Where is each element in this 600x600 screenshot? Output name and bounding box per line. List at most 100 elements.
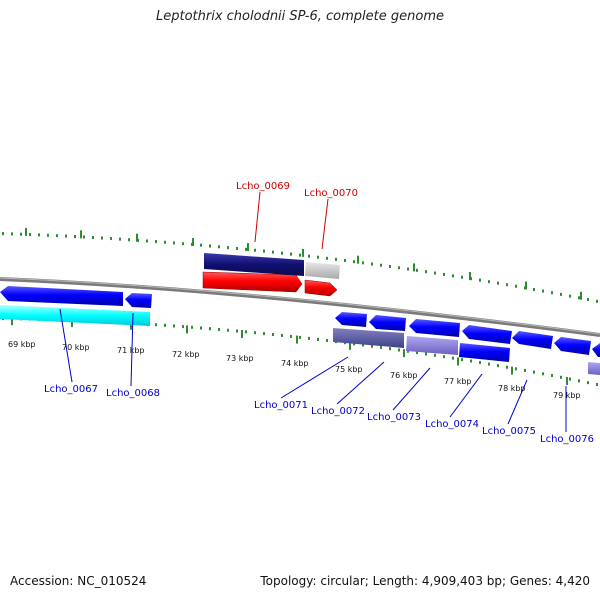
gene-lcho-0068-cds[interactable] xyxy=(125,293,152,308)
major-tick xyxy=(302,248,304,257)
minor-tick xyxy=(29,233,31,237)
minor-tick xyxy=(119,237,121,241)
gene-partial-cog[interactable] xyxy=(588,362,600,375)
gene-lcho-0070-cog[interactable] xyxy=(305,262,340,279)
label-leaders xyxy=(59,191,567,432)
gene-lcho-0073-cds[interactable] xyxy=(409,319,460,337)
major-tick xyxy=(25,227,27,236)
gene-lcho-0069-cds[interactable] xyxy=(202,271,303,293)
gene-lcho-0074-cog[interactable] xyxy=(459,343,510,362)
minor-tick xyxy=(596,299,598,303)
forward-cog-track xyxy=(204,253,340,279)
gene-label-lcho-0073[interactable]: Lcho_0073 xyxy=(367,412,421,423)
gene-label-lcho-0076[interactable]: Lcho_0076 xyxy=(540,434,594,445)
minor-tick xyxy=(209,244,211,248)
minor-tick xyxy=(380,263,382,267)
minor-tick xyxy=(488,280,490,284)
minor-tick xyxy=(380,345,382,349)
genome-backbone-highlight xyxy=(0,277,600,335)
gene-lcho-0067-cog[interactable] xyxy=(0,305,150,326)
gene-label-lcho-0071[interactable]: Lcho_0071 xyxy=(254,400,308,411)
minor-tick xyxy=(38,233,40,237)
major-tick xyxy=(71,318,73,327)
minor-tick xyxy=(560,292,562,296)
minor-tick xyxy=(263,332,265,336)
minor-tick xyxy=(308,254,310,258)
minor-tick xyxy=(398,266,400,270)
minor-tick xyxy=(479,278,481,282)
gene-label-lcho-0074[interactable]: Lcho_0074 xyxy=(425,419,479,430)
minor-tick xyxy=(290,334,292,338)
minor-tick xyxy=(488,362,490,366)
minor-tick xyxy=(506,365,508,369)
major-tick xyxy=(566,376,568,385)
gene-label-lcho-0067[interactable]: Lcho_0067 xyxy=(44,384,98,395)
minor-tick xyxy=(362,261,364,265)
minor-tick xyxy=(560,375,562,379)
minor-tick xyxy=(371,262,373,266)
minor-tick xyxy=(245,247,247,251)
minor-tick xyxy=(146,239,148,243)
major-tick xyxy=(136,233,138,242)
minor-tick xyxy=(92,236,94,240)
minor-tick xyxy=(587,298,589,302)
gene-lcho-0073-cog[interactable] xyxy=(406,336,458,355)
kbp-label-79: 79 kbp xyxy=(553,391,581,400)
gene-partial-cds[interactable] xyxy=(592,343,600,357)
gene-lcho-0074-cds[interactable] xyxy=(462,325,512,344)
minor-tick xyxy=(110,237,112,241)
gene-lcho-0075-cds[interactable] xyxy=(512,331,553,349)
gene-label-lcho-0070[interactable]: Lcho_0070 xyxy=(304,188,358,199)
minor-tick xyxy=(308,336,310,340)
gene-label-lcho-0068[interactable]: Lcho_0068 xyxy=(106,388,160,399)
minor-tick xyxy=(272,250,274,254)
minor-tick xyxy=(56,234,58,238)
minor-tick xyxy=(551,374,553,378)
minor-tick xyxy=(182,325,184,329)
forward-cds-track xyxy=(202,271,338,297)
minor-tick xyxy=(551,291,553,295)
gene-lcho-0076-cds[interactable] xyxy=(554,337,591,355)
gene-lcho-0072-cds[interactable] xyxy=(369,315,406,331)
genome-title: Leptothrix cholodnii SP-6, complete geno… xyxy=(156,9,444,24)
minor-tick xyxy=(335,257,337,261)
minor-tick xyxy=(452,274,454,278)
minor-tick xyxy=(416,268,418,272)
gene-label-lcho-0072[interactable]: Lcho_0072 xyxy=(311,406,365,417)
minor-tick xyxy=(20,232,22,236)
reverse-cds-track-left xyxy=(0,286,152,326)
minor-tick xyxy=(164,240,166,244)
minor-tick xyxy=(209,327,211,331)
major-tick xyxy=(580,291,582,300)
minor-tick xyxy=(101,236,103,240)
minor-tick xyxy=(128,238,130,242)
gene-lcho-0067-cds[interactable] xyxy=(0,286,123,306)
minor-tick xyxy=(425,270,427,274)
minor-tick xyxy=(281,251,283,255)
minor-tick xyxy=(317,337,319,341)
gene-lcho-0071-cds[interactable] xyxy=(335,312,367,327)
minor-tick xyxy=(254,248,256,252)
minor-tick xyxy=(164,323,166,327)
gene-label-lcho-0075[interactable]: Lcho_0075 xyxy=(482,426,536,437)
gene-lcho-0071-cog[interactable] xyxy=(333,328,404,348)
minor-tick xyxy=(263,249,265,253)
gene-lcho-0069-cog[interactable] xyxy=(204,253,304,276)
minor-tick xyxy=(218,327,220,331)
minor-tick xyxy=(569,294,571,298)
minor-tick xyxy=(425,352,427,356)
gene-lcho-0070-cds[interactable] xyxy=(304,279,338,297)
major-tick xyxy=(11,317,13,326)
kbp-label-73: 73 kbp xyxy=(226,354,254,363)
minor-tick xyxy=(155,323,157,327)
minor-tick xyxy=(479,361,481,365)
minor-tick xyxy=(443,272,445,276)
minor-tick xyxy=(344,259,346,263)
minor-tick xyxy=(461,275,463,279)
gene-label-lcho-0069[interactable]: Lcho_0069 xyxy=(236,181,290,192)
major-tick xyxy=(241,330,243,339)
kbp-label-71: 71 kbp xyxy=(117,346,145,355)
major-tick xyxy=(457,357,459,366)
minor-tick xyxy=(173,241,175,245)
